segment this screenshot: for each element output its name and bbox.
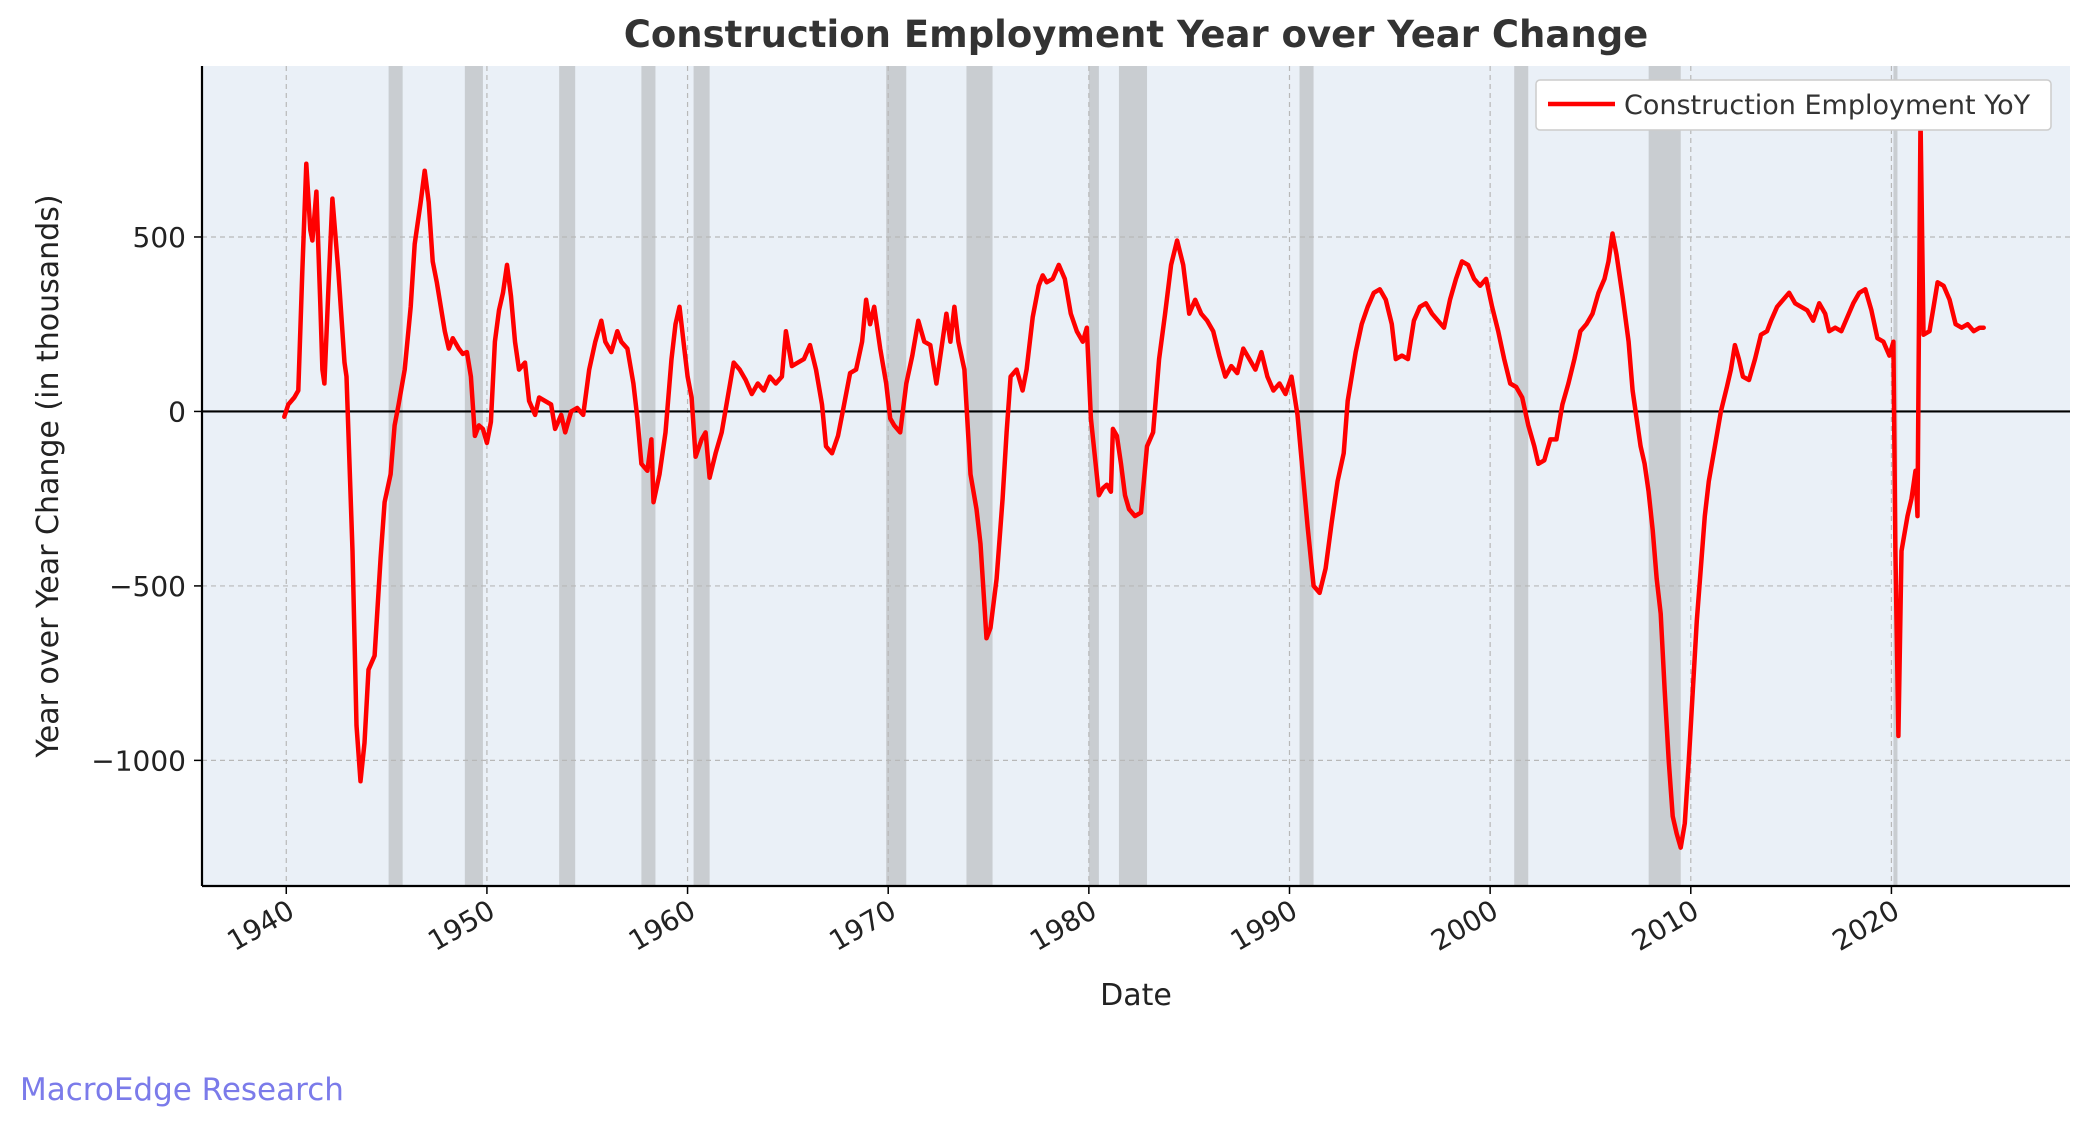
y-tick-label: 0 [168,395,186,428]
legend-box [1535,79,2052,131]
x-tick-label: 1940 [222,893,300,957]
brand-watermark: MacroEdge Research [20,1072,344,1108]
x-tick-label: 1970 [823,893,901,957]
series-line [282,116,1986,850]
x-tick-label: 2000 [1425,893,1503,957]
recession-band [1299,66,1314,886]
recession-band [464,66,483,886]
y-tick-label: −500 [109,570,186,603]
recession-band [641,66,656,886]
series-lines [282,116,1986,850]
recession-band [559,66,576,886]
recession-band [388,66,403,886]
x-tick-label: 1960 [623,893,701,957]
y-axis-label: Year over Year Change (in thousands) [31,194,66,758]
x-tick-label: 1980 [1024,893,1102,957]
recession-band [1514,66,1529,886]
x-tick-label: 1990 [1225,893,1303,957]
gridlines [202,66,2070,886]
recession-band [1648,66,1681,886]
x-tick-label: 2020 [1827,893,1905,957]
x-tick-label: 2010 [1626,893,1704,957]
y-tick-label: 500 [133,221,186,254]
x-axis-label: Date [1100,978,1172,1013]
x-tick-label: 1950 [422,893,500,957]
y-tick-label: −1000 [91,744,186,777]
x-ticks: 1940 1950 1960 1970 1980 1990 2000 2010 2020 [222,886,1905,958]
y-ticks: 500 0 −500 −1000 [91,221,202,777]
chart-title: Construction Employment Year over Year C… [624,13,1649,56]
recession-band [1088,66,1099,886]
legend-label: Construction Employment YoY [1624,90,2031,121]
recession-band [693,66,710,886]
legend: Construction Employment YoY [1535,79,2052,131]
recession-band [886,66,907,886]
axes-frame [200,66,2070,888]
